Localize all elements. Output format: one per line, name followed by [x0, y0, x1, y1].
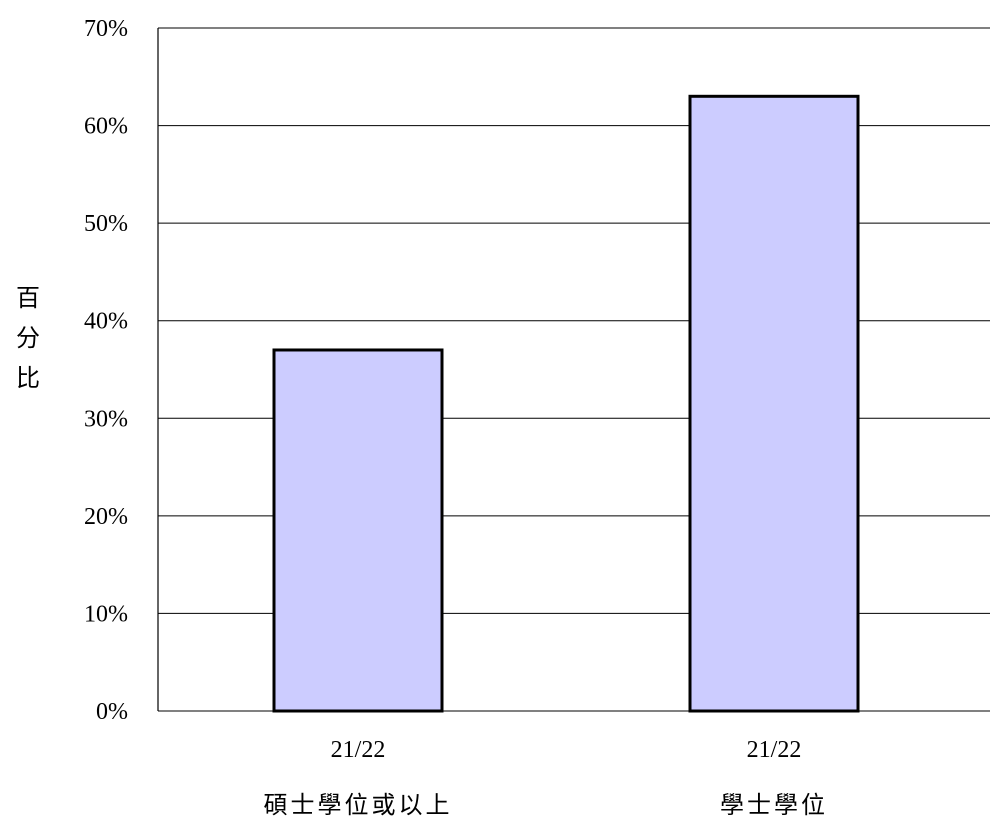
x-tick-category-label: 碩士學位或以上 — [264, 791, 453, 819]
y-tick-label: 70% — [84, 16, 128, 42]
y-axis-label: 百分比 — [16, 284, 40, 392]
y-axis-ticks: 0% 10% 20% 30% 40% 50% 60% 70% — [84, 16, 128, 725]
bars — [272, 94, 860, 713]
y-tick-label: 60% — [84, 114, 128, 140]
y-tick-label: 20% — [84, 504, 128, 530]
y-tick-label: 10% — [84, 601, 128, 627]
x-tick-period-label: 21/22 — [331, 737, 386, 763]
y-tick-label: 0% — [96, 699, 128, 725]
bar — [688, 94, 860, 713]
x-tick-category-label: 學士學位 — [720, 791, 828, 819]
bar — [272, 348, 444, 713]
y-tick-label: 50% — [84, 211, 128, 237]
y-tick-label: 40% — [84, 309, 128, 335]
x-tick-period-label: 21/22 — [747, 737, 802, 763]
x-axis-labels: 21/22 碩士學位或以上 21/22 學士學位 — [264, 737, 828, 819]
y-tick-label: 30% — [84, 406, 128, 432]
